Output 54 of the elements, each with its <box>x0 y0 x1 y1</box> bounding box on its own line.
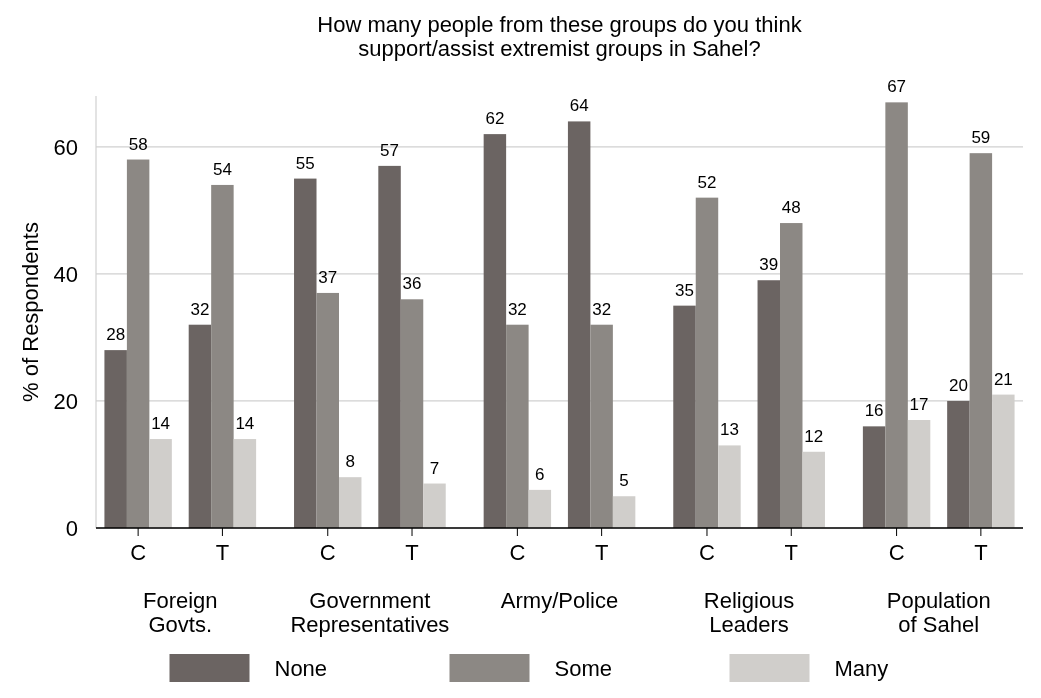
data-label: 35 <box>675 280 694 300</box>
data-label: 20 <box>948 375 968 395</box>
data-label: 14 <box>235 414 255 434</box>
data-label: 8 <box>345 452 355 472</box>
data-label: 48 <box>781 198 801 218</box>
data-label: 64 <box>569 96 589 116</box>
x-tick-label: T <box>784 540 798 565</box>
x-tick-label: C <box>130 540 147 565</box>
data-label: 37 <box>318 267 338 287</box>
legend-label: Many <box>834 655 889 681</box>
text: Army/Police <box>500 588 619 613</box>
text: Government Representatives <box>290 588 450 637</box>
data-label: 32 <box>507 299 527 319</box>
data-label: 52 <box>697 172 717 192</box>
x-tick-label: C <box>699 540 716 565</box>
data-label: 28 <box>106 325 126 345</box>
data-label: 32 <box>190 299 210 319</box>
data-label: 14 <box>151 414 171 434</box>
data-label: 67 <box>887 77 907 97</box>
data-label: 57 <box>380 140 400 160</box>
chart-title: How many people from these groups do you think support/assist extremist groups in Sahel? <box>317 12 803 61</box>
x-tick-label: T <box>215 540 230 565</box>
data-label: 7 <box>429 458 440 478</box>
data-label: 5 <box>619 471 629 491</box>
data-label: 17 <box>909 395 929 414</box>
legend-label: Some <box>554 655 612 681</box>
data-label: 13 <box>719 420 739 440</box>
y-axis-title: % of Respondents <box>18 222 43 402</box>
x-tick-label: T <box>974 540 988 565</box>
text: Population of Sahel <box>886 588 991 637</box>
data-label: 62 <box>485 109 505 129</box>
y-tick-label: 40 <box>53 261 78 287</box>
text: Foreign Govts. <box>142 588 218 637</box>
legend-label: None <box>274 655 328 681</box>
y-tick-label: 60 <box>53 134 78 160</box>
data-label: 12 <box>804 426 824 446</box>
data-label: 36 <box>402 274 422 294</box>
data-label: 39 <box>759 255 779 275</box>
x-tick-label: T <box>405 540 419 565</box>
y-tick-label: 20 <box>53 388 78 414</box>
data-label: 55 <box>295 153 315 173</box>
x-tick-label: C <box>509 540 526 565</box>
x-tick-label: C <box>319 540 336 565</box>
data-label: 59 <box>971 128 991 148</box>
data-label: 58 <box>128 134 148 154</box>
data-label: 54 <box>212 159 232 179</box>
data-label: 21 <box>993 369 1013 389</box>
y-tick-label: 0 <box>65 515 78 541</box>
data-label: 6 <box>535 464 545 484</box>
text: Religious Leaders <box>703 588 795 637</box>
data-label: 32 <box>592 299 612 319</box>
x-tick-label: C <box>888 540 905 565</box>
x-tick-label: T <box>594 540 609 565</box>
data-label: 16 <box>864 401 884 421</box>
